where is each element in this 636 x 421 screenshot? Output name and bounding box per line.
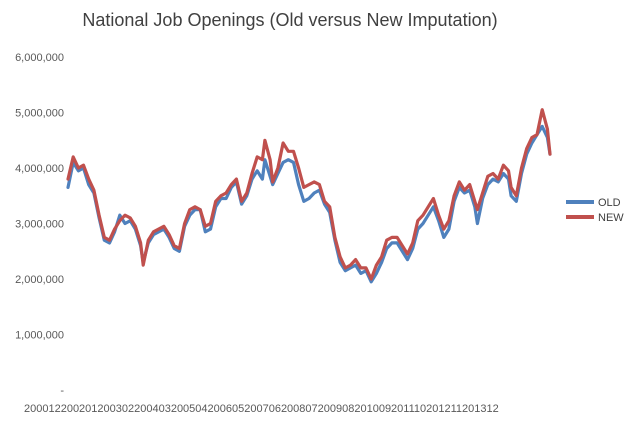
legend-label-old: OLD (598, 197, 621, 209)
legend: OLD NEW (566, 197, 624, 224)
plot-area (66, 108, 552, 284)
series-line-new (66, 108, 552, 281)
chart-title: National Job Openings (Old versus New Im… (82, 10, 498, 30)
y-tick-label: 4,000,000 (15, 163, 64, 175)
y-tick-label: 3,000,000 (15, 219, 64, 231)
y-tick-label: - (60, 385, 64, 397)
x-axis-tick-labels: 2000122002012003022004032005042006052007… (24, 403, 499, 415)
legend-label-new: NEW (598, 212, 624, 224)
x-axis: 2000122002012003022004032005042006052007… (24, 403, 499, 415)
y-tick-label: 6,000,000 (15, 52, 64, 64)
y-tick-label: 5,000,000 (15, 108, 64, 120)
y-tick-label: 2,000,000 (15, 274, 64, 286)
y-axis: - 1,000,000 2,000,000 3,000,000 4,000,000 5,0… (15, 52, 64, 397)
y-tick-label: 1,000,000 (15, 330, 64, 342)
